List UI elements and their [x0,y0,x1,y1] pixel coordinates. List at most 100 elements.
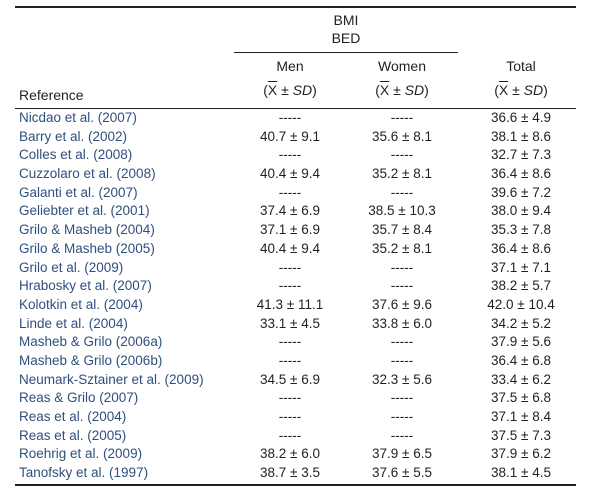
reference-cell: Colles et al. (2008) [19,147,133,163]
women-cell: ----- [390,427,414,443]
reference-cell: Nicdao et al. (2007) [19,110,137,125]
total-cell: 32.7 ± 7.3 [491,147,551,163]
men-cell: 40.4 ± 9.4 [260,240,320,256]
total-cell: 36.4 ± 8.6 [491,166,551,182]
men-cell: ----- [278,409,302,424]
women-cell: ----- [390,184,414,200]
men-cell: ----- [278,278,302,294]
reference-cell: Neumark-Sztainer et al. (2009) [19,371,204,387]
women-cell: 33.8 ± 6.0 [372,315,432,331]
men-cell: ----- [278,427,302,443]
table-row: Galanti et al. (2007) ----- ----- 39.6 ± 7.… [0,184,591,203]
women-cell: ----- [390,278,414,294]
total-cell: 37.5 ± 6.8 [491,390,551,406]
men-cell: ----- [278,334,302,350]
men-cell: 38.7 ± 3.5 [260,465,320,481]
table-row: Barry et al. (2002) 40.7 ± 9.1 35.6 ± 8.1 3… [0,128,591,147]
women-cell: 35.2 ± 8.1 [372,240,432,256]
table-row: Grilo & Masheb (2005) 40.4 ± 9.4 35.2 ± 8.… [0,240,591,259]
table-row: Grilo & Masheb (2004) 37.1 ± 6.9 35.7 ± 8.… [0,221,591,240]
header-reference: Reference [19,87,84,103]
table-row: Masheb & Grilo (2006b) ----- ----- 36.4 ± 6… [0,352,591,371]
men-cell: ----- [278,390,302,406]
men-cell: ----- [278,259,302,275]
bed-subrule [234,52,458,53]
reference-cell: Reas et al. (2004) [19,409,127,424]
women-cell: ----- [390,110,414,125]
table-row: Linde et al. (2004) 33.1 ± 4.5 33.8 ± 6.0 3… [0,315,591,334]
header-bed: BED [331,30,361,46]
total-cell: 38.1 ± 4.5 [491,465,551,481]
total-cell: 38.0 ± 9.4 [491,203,551,219]
table-row: Reas et al. (2005) ----- ----- 37.5 ± 7.3 [0,427,591,446]
reference-cell: Cuzzolaro et al. (2008) [19,166,156,182]
women-cell: 35.7 ± 8.4 [372,222,432,238]
total-cell: 36.4 ± 6.8 [491,352,551,368]
men-cell: 37.4 ± 6.9 [260,203,320,219]
reference-cell: Grilo & Masheb (2004) [19,222,155,238]
women-cell: 37.9 ± 6.5 [372,446,432,462]
total-cell: 37.1 ± 8.4 [491,409,551,424]
table-row: Neumark-Sztainer et al. (2009) 34.5 ± 6.9… [0,371,591,390]
women-cell: ----- [390,390,414,406]
women-cell: ----- [390,259,414,275]
header-rule [15,108,576,109]
header-sd-women: (X ± SD) [375,82,429,98]
reference-cell: Grilo & Masheb (2005) [19,240,155,256]
bottom-rule [15,484,576,486]
top-rule [15,6,576,8]
women-cell: 37.6 ± 5.5 [372,465,432,481]
table-row: Nicdao et al. (2007) ----- ----- 36.6 ± 4.9 [0,109,591,128]
reference-cell: Geliebter et al. (2001) [19,203,150,219]
total-cell: 35.3 ± 7.8 [491,222,551,238]
reference-cell: Kolotkin et al. (2004) [19,296,143,312]
total-cell: 39.6 ± 7.2 [491,184,551,200]
table-body: Nicdao et al. (2007) ----- ----- 36.6 ± 4.9… [0,109,591,483]
total-cell: 36.6 ± 4.9 [491,110,551,125]
total-cell: 33.4 ± 6.2 [491,371,551,387]
reference-cell: Reas & Grilo (2007) [19,390,139,406]
reference-cell: Masheb & Grilo (2006a) [19,334,163,350]
total-cell: 37.1 ± 7.1 [491,259,551,275]
women-cell: ----- [390,352,414,368]
table-row: Kolotkin et al. (2004) 41.3 ± 11.1 37.6 ± … [0,296,591,315]
men-cell: 37.1 ± 6.9 [260,222,320,238]
men-cell: ----- [278,147,302,163]
header-women: Women [378,58,426,74]
reference-cell: Grilo et al. (2009) [19,259,124,275]
total-cell: 34.2 ± 5.2 [491,315,551,331]
table-row: Masheb & Grilo (2006a) ----- ----- 37.9 ± 5… [0,333,591,352]
reference-cell: Masheb & Grilo (2006b) [19,352,163,368]
men-cell: 34.5 ± 6.9 [260,371,320,387]
total-cell: 38.1 ± 8.6 [491,128,551,144]
header-men: Men [276,58,304,74]
reference-cell: Hrabosky et al. (2007) [19,278,152,294]
table-row: Geliebter et al. (2001) 37.4 ± 6.9 38.5 ± … [0,202,591,221]
reference-cell: Galanti et al. (2007) [19,184,138,200]
women-cell: ----- [390,147,414,163]
men-cell: 33.1 ± 4.5 [260,315,320,331]
total-cell: 36.4 ± 8.6 [491,240,551,256]
table-row: Tanofsky et al. (1997) 38.7 ± 3.5 37.6 ± 5… [0,464,591,483]
table-row: Grilo et al. (2009) ----- ----- 37.1 ± 7.1 [0,259,591,278]
total-cell: 42.0 ± 10.4 [487,296,555,312]
header-sd-men: (X ± SD) [263,82,317,98]
reference-cell: Tanofsky et al. (1997) [19,465,149,481]
men-cell: 40.7 ± 9.1 [260,128,320,144]
table-row: Roehrig et al. (2009) 38.2 ± 6.0 37.9 ± 6.… [0,445,591,464]
women-cell: 35.2 ± 8.1 [372,166,432,182]
men-cell: 40.4 ± 9.4 [260,166,320,182]
men-cell: 38.2 ± 6.0 [260,446,320,462]
men-cell: ----- [278,184,302,200]
header-bmi: BMI [333,12,359,28]
header-total: Total [506,58,536,74]
women-cell: 37.6 ± 9.6 [372,296,432,312]
table-row: Hrabosky et al. (2007) ----- ----- 38.2 ± 5… [0,277,591,296]
women-cell: 38.5 ± 10.3 [368,203,436,219]
men-cell: 41.3 ± 11.1 [256,296,324,312]
women-cell: ----- [390,409,414,424]
total-cell: 37.9 ± 6.2 [491,446,551,462]
total-cell: 37.9 ± 5.6 [491,334,551,350]
reference-cell: Barry et al. (2002) [19,128,128,144]
